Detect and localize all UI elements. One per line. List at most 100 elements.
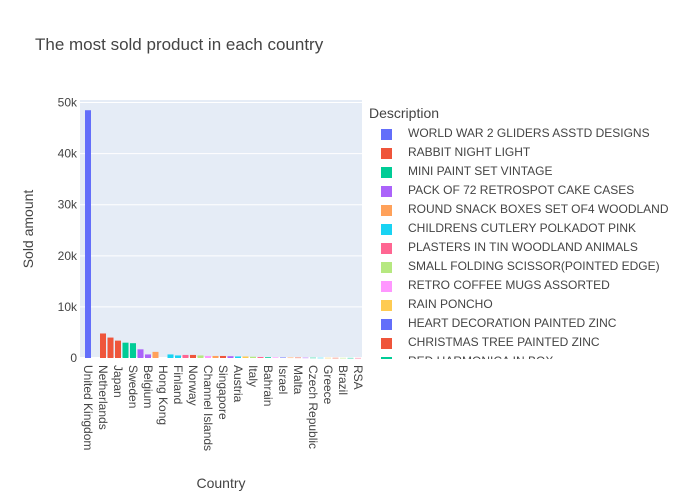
bars [85,110,361,359]
x-tick-label: Israel [276,365,290,394]
bar[interactable] [355,357,361,359]
legend-swatch [381,186,392,197]
x-tick-label: Malta [291,365,305,395]
legend-title: Description [369,105,440,121]
bar[interactable] [100,333,106,358]
bar[interactable] [235,356,241,358]
bar[interactable] [130,343,136,358]
legend-item[interactable]: PACK OF 72 RETROSPOT CAKE CASES [367,181,700,200]
bar[interactable] [220,355,226,358]
legend-swatch [381,300,392,311]
legend-item[interactable]: RETRO COFFEE MUGS ASSORTED [367,276,700,295]
x-tick-label: RSA [351,365,365,390]
x-tick-label: Sweden [126,365,140,408]
y-tick-label: 0 [70,351,77,365]
legend-item[interactable]: RABBIT NIGHT LIGHT [367,143,700,162]
legend-swatch [381,357,392,359]
x-tick-label: Italy [246,365,260,387]
x-tick-label: Brazil [336,365,350,395]
legend-item[interactable]: HEART DECORATION PAINTED ZINC [367,314,700,333]
bar[interactable] [182,354,189,358]
legend-label: CHILDRENS CUTLERY POLKADOT PINK [408,221,637,235]
legend-item[interactable]: PLASTERS IN TIN WOODLAND ANIMALS [367,238,700,257]
x-tick-label: Greece [321,365,335,405]
legend-swatch [381,148,392,159]
bar[interactable] [152,351,159,358]
bar[interactable] [107,337,114,358]
legend-item[interactable]: WORLD WAR 2 GLIDERS ASSTD DESIGNS [367,124,700,143]
bar[interactable] [325,357,331,359]
legend-label: PLASTERS IN TIN WOODLAND ANIMALS [408,240,638,254]
bar[interactable] [272,357,279,358]
bar[interactable] [212,355,219,358]
bar[interactable] [242,356,249,358]
bar[interactable] [227,356,234,358]
x-tick-label: Czech Republic [306,365,320,449]
x-tick-label: Finland [171,365,185,404]
y-tick-label: 50k [58,96,78,110]
bar[interactable] [347,357,354,359]
legend-swatch [381,224,392,235]
bar[interactable] [115,340,121,358]
x-tick-label: Hong Kong [156,365,170,425]
legend-item[interactable]: SMALL FOLDING SCISSOR(POINTED EDGE) [367,257,700,276]
bar[interactable] [280,357,286,358]
bar[interactable] [310,357,316,359]
legend-label: WORLD WAR 2 GLIDERS ASSTD DESIGNS [408,126,650,140]
plot-area [80,100,362,358]
bar[interactable] [85,110,91,358]
bar[interactable] [175,355,181,358]
y-tick-label: 10k [58,300,78,314]
bar[interactable] [145,354,151,358]
bar[interactable] [250,356,256,358]
legend-item[interactable]: RAIN PONCHO [367,295,700,314]
bar[interactable] [317,357,324,359]
legend-label: RAIN PONCHO [408,297,493,311]
x-tick-label: Austria [231,365,245,403]
legend-swatch [381,281,392,292]
bar[interactable] [265,357,271,358]
bar[interactable] [137,349,144,358]
legend-label: RED HARMONICA IN BOX [408,354,553,359]
x-tick-label: Norway [186,365,200,406]
y-tick-label: 20k [58,249,78,263]
y-axis-title: Sold amount [20,190,36,269]
x-tick-labels: United Kingdom Netherlands Japan Sweden Belg… [81,365,365,451]
bar[interactable] [340,357,346,359]
bar[interactable] [167,354,174,358]
chart-title: The most sold product in each country [35,35,324,54]
legend-item[interactable]: MINI PAINT SET VINTAGE [367,162,700,181]
legend-swatch [381,243,392,254]
bar[interactable] [257,356,264,358]
legend-item[interactable]: CHRISTMAS TREE PAINTED ZINC [367,333,700,352]
legend-item[interactable]: ROUND SNACK BOXES SET OF4 WOODLAND [367,200,700,219]
legend-label: SMALL FOLDING SCISSOR(POINTED EDGE) [408,259,660,273]
legend-item[interactable]: CHILDRENS CUTLERY POLKADOT PINK [367,219,700,238]
legend-swatch [381,167,392,178]
legend-item[interactable]: RED HARMONICA IN BOX [367,352,700,359]
legend-swatch [381,129,392,140]
legend-label: RABBIT NIGHT LIGHT [408,145,531,159]
x-tick-label: United Kingdom [81,365,95,450]
y-tick-label: 40k [58,147,78,161]
legend-label: HEART DECORATION PAINTED ZINC [408,316,617,330]
bar[interactable] [197,355,204,358]
bar[interactable] [205,355,211,358]
bar[interactable] [190,354,196,358]
legend-label: ROUND SNACK BOXES SET OF4 WOODLAND [408,202,669,216]
x-tick-label: Belgium [141,365,155,408]
x-axis-title: Country [196,475,245,491]
legend-swatch [381,319,392,330]
bar[interactable] [122,342,129,358]
bar[interactable] [287,357,294,359]
y-tick-labels: 0 10k 20k 30k 40k 50k [58,96,78,365]
x-tick-label: Netherlands [96,365,110,430]
legend-label: PACK OF 72 RETROSPOT CAKE CASES [408,183,635,197]
legend-swatch [381,262,392,273]
y-tick-label: 30k [58,198,78,212]
legend: Description WORLD WAR 2 GLIDERS ASSTD DE… [367,101,700,359]
bar[interactable] [302,357,309,359]
legend-swatch [381,205,392,216]
bar[interactable] [332,357,339,359]
bar[interactable] [295,357,301,359]
